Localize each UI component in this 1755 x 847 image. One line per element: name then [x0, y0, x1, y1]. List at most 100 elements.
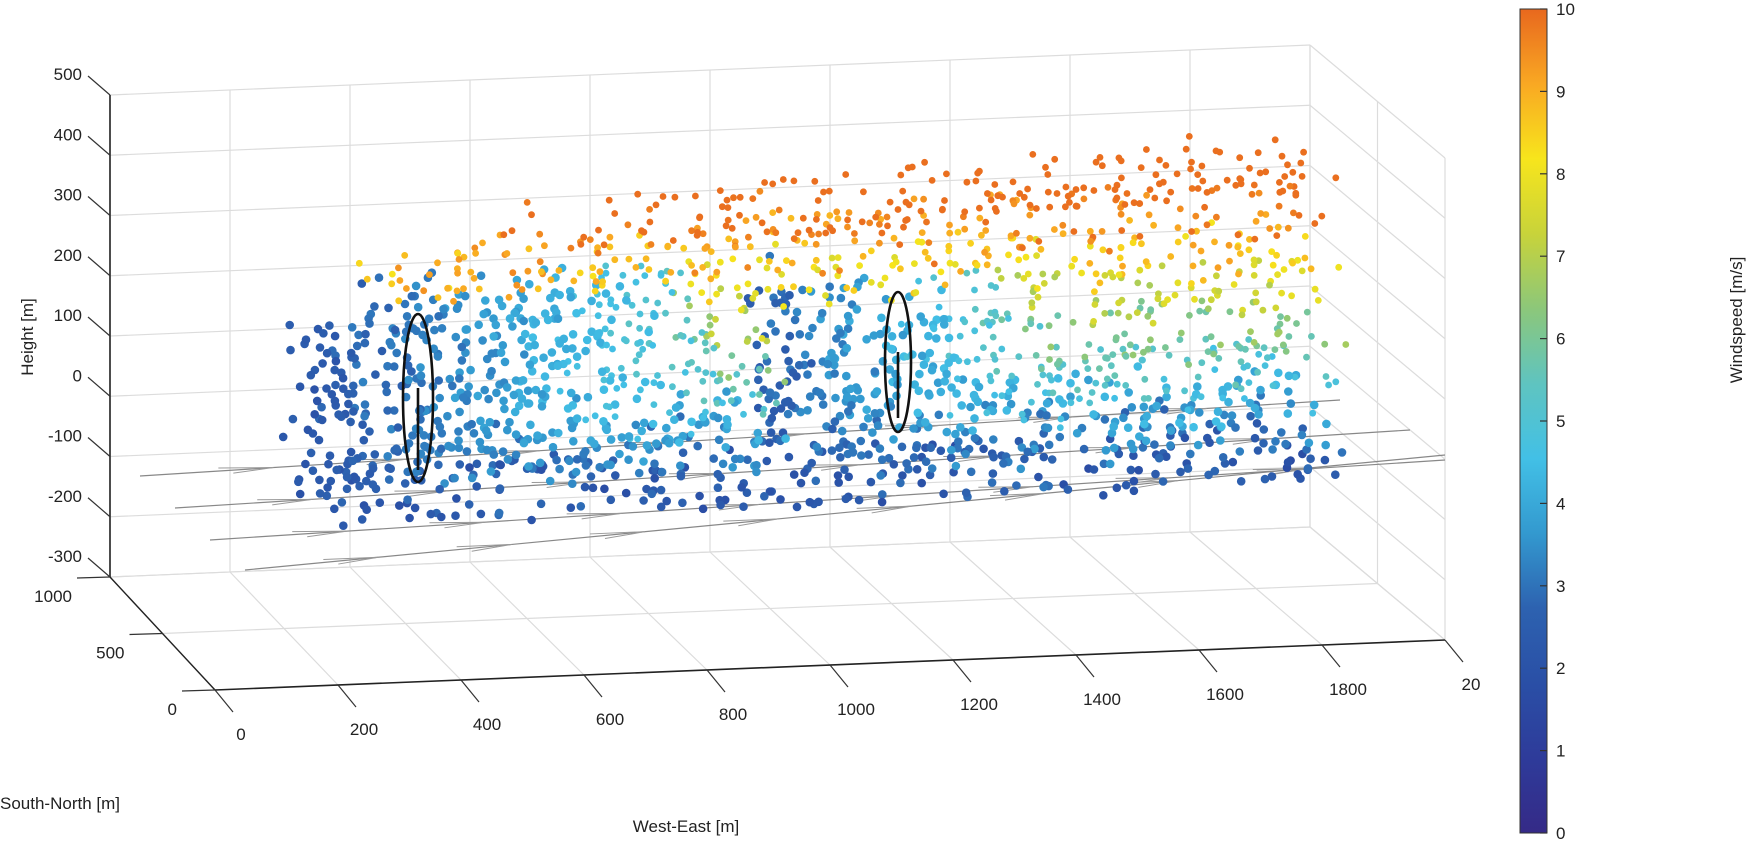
- data-point: [476, 438, 485, 447]
- data-point: [1234, 244, 1241, 251]
- data-point: [1138, 240, 1145, 247]
- data-point: [386, 464, 395, 473]
- data-point: [417, 371, 426, 380]
- data-point: [715, 436, 724, 445]
- data-point: [1144, 313, 1151, 320]
- data-point: [769, 209, 776, 216]
- data-point: [1081, 196, 1088, 203]
- data-point: [625, 432, 634, 441]
- data-point: [1143, 258, 1150, 265]
- data-point: [637, 427, 646, 436]
- data-point: [1159, 477, 1168, 486]
- data-point: [743, 379, 750, 386]
- data-point: [851, 237, 858, 244]
- data-point: [1219, 395, 1226, 402]
- data-point: [1156, 180, 1163, 187]
- data-point: [537, 500, 546, 509]
- data-point: [1117, 255, 1124, 262]
- data-point: [1099, 491, 1108, 500]
- data-point: [851, 230, 858, 237]
- data-point: [1086, 260, 1093, 267]
- data-point: [1229, 458, 1238, 467]
- data-point: [463, 447, 472, 456]
- data-point: [643, 297, 650, 304]
- data-point: [707, 275, 714, 282]
- x-axis-label: West-East [m]: [633, 817, 739, 836]
- data-point: [459, 393, 468, 402]
- data-point: [836, 267, 843, 274]
- data-point: [800, 215, 807, 222]
- data-point: [911, 260, 918, 267]
- data-point: [699, 378, 706, 385]
- data-point: [781, 398, 790, 407]
- data-point: [980, 344, 987, 351]
- data-point: [578, 241, 585, 248]
- data-point: [482, 426, 491, 435]
- data-point: [695, 492, 704, 501]
- data-point: [935, 411, 944, 420]
- data-point: [831, 394, 840, 403]
- data-point: [964, 358, 971, 365]
- data-point: [362, 505, 371, 514]
- data-point: [1099, 228, 1106, 235]
- data-point: [1023, 448, 1032, 457]
- data-point: [776, 495, 785, 504]
- data-point: [912, 289, 919, 296]
- data-point: [784, 410, 793, 419]
- y-tick: [130, 634, 163, 635]
- data-point: [1261, 344, 1268, 351]
- data-point: [1273, 232, 1280, 239]
- data-point: [580, 234, 587, 241]
- data-point: [316, 489, 325, 498]
- data-point: [816, 389, 825, 398]
- data-point: [1097, 346, 1104, 353]
- data-point: [1028, 399, 1035, 406]
- data-point: [401, 252, 408, 259]
- data-point: [1266, 282, 1273, 289]
- data-point: [781, 434, 790, 443]
- data-point: [435, 485, 444, 494]
- data-point: [1175, 224, 1182, 231]
- data-point: [873, 387, 882, 396]
- colorbar-tick-label: 10: [1556, 0, 1575, 19]
- data-point: [1090, 318, 1097, 325]
- data-point: [723, 420, 732, 429]
- data-point: [1308, 333, 1315, 340]
- data-point: [1270, 382, 1277, 389]
- data-point: [635, 469, 644, 478]
- data-point: [582, 416, 589, 423]
- data-point: [365, 319, 374, 328]
- data-point: [564, 370, 571, 377]
- data-point: [1217, 422, 1226, 431]
- data-point: [926, 349, 935, 358]
- data-point: [344, 400, 353, 409]
- data-point: [1039, 271, 1046, 278]
- data-point: [472, 482, 481, 491]
- data-point: [842, 171, 849, 178]
- data-point: [940, 320, 949, 329]
- data-point: [1101, 310, 1108, 317]
- data-point: [686, 303, 693, 310]
- data-point: [538, 268, 545, 275]
- data-point: [1281, 440, 1290, 449]
- data-point: [1013, 230, 1020, 237]
- data-point: [844, 407, 853, 416]
- data-point: [990, 334, 997, 341]
- data-point: [388, 280, 395, 287]
- data-point: [602, 326, 609, 333]
- z-tick-label: 300: [54, 186, 82, 205]
- data-point: [465, 463, 474, 472]
- data-point: [843, 393, 852, 402]
- data-point: [649, 342, 656, 349]
- data-point: [703, 348, 710, 355]
- data-point: [684, 317, 691, 324]
- data-point: [450, 474, 459, 483]
- data-point: [1205, 348, 1212, 355]
- data-point: [1126, 217, 1133, 224]
- data-point: [1048, 455, 1057, 464]
- data-point: [467, 269, 474, 276]
- data-point: [1181, 434, 1190, 443]
- data-point: [917, 479, 926, 488]
- data-point: [657, 486, 666, 495]
- data-point: [954, 375, 961, 382]
